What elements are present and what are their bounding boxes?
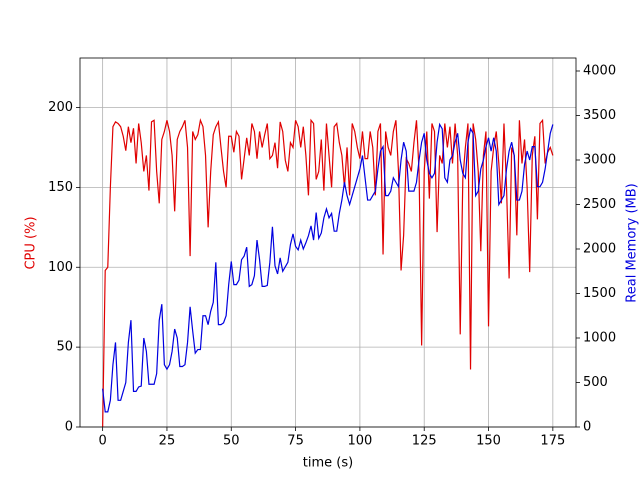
y-axis-label: CPU (%) bbox=[24, 216, 39, 269]
x-tick-label: 125 bbox=[412, 434, 437, 449]
y-tick-label: 50 bbox=[56, 340, 73, 355]
y2-tick-label: 0 bbox=[583, 420, 591, 435]
data-line bbox=[102, 118, 554, 428]
y-tick-label: 150 bbox=[48, 180, 73, 195]
x-tick-label: 75 bbox=[287, 434, 304, 449]
data-line bbox=[102, 122, 554, 413]
x-tick-label: 150 bbox=[476, 434, 501, 449]
x-tick-label: 100 bbox=[347, 434, 372, 449]
y2-tick-label: 3000 bbox=[583, 152, 616, 167]
y2-tick-label: 500 bbox=[583, 375, 608, 390]
y-tick-label: 0 bbox=[65, 420, 73, 435]
y2-tick-label: 2000 bbox=[583, 241, 616, 256]
y2-tick-label: 4000 bbox=[583, 63, 616, 78]
y2-tick-label: 1000 bbox=[583, 330, 616, 345]
y2-tick-label: 1500 bbox=[583, 286, 616, 301]
x-tick-label: 25 bbox=[159, 434, 176, 449]
y-tick-label: 200 bbox=[48, 100, 73, 115]
y2-axis-label: Real Memory (MB) bbox=[625, 183, 640, 302]
x-tick-label: 0 bbox=[98, 434, 106, 449]
plot-frame bbox=[79, 57, 577, 428]
y-tick-label: 100 bbox=[48, 260, 73, 275]
x-tick-label: 175 bbox=[540, 434, 565, 449]
y2-tick-label: 2500 bbox=[583, 197, 616, 212]
x-tick-label: 50 bbox=[223, 434, 240, 449]
y2-tick-label: 3500 bbox=[583, 108, 616, 123]
x-axis-label: time (s) bbox=[303, 456, 353, 471]
